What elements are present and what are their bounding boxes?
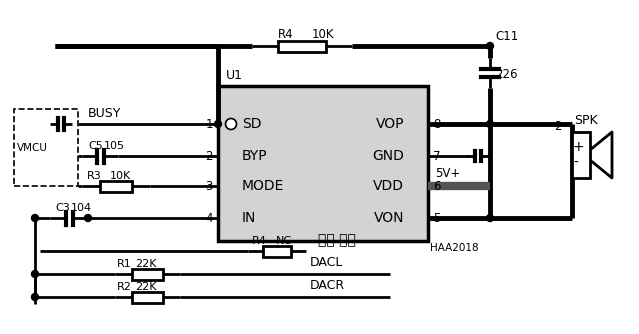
Circle shape <box>226 119 236 130</box>
Text: 10K: 10K <box>312 28 334 41</box>
Text: U1: U1 <box>226 69 243 82</box>
Text: 5V+: 5V+ <box>435 167 460 180</box>
Text: 226: 226 <box>495 67 518 80</box>
Text: VDD: VDD <box>373 179 404 193</box>
Text: 3: 3 <box>206 179 213 192</box>
Text: 7: 7 <box>433 150 440 163</box>
Circle shape <box>486 121 493 128</box>
Circle shape <box>486 42 493 49</box>
Text: 105: 105 <box>104 141 125 151</box>
Text: R4: R4 <box>252 236 267 246</box>
Text: BUSY: BUSY <box>88 107 121 120</box>
Text: 2: 2 <box>206 150 213 163</box>
Text: 2: 2 <box>555 120 562 133</box>
Text: VOP: VOP <box>376 117 404 131</box>
Text: DACR: DACR <box>310 279 345 292</box>
Bar <box>100 180 132 191</box>
Text: 4: 4 <box>206 211 213 224</box>
Bar <box>132 292 163 303</box>
Bar <box>14 109 78 186</box>
Text: DACL: DACL <box>310 256 343 269</box>
Text: GND: GND <box>372 149 404 163</box>
Text: 8: 8 <box>433 118 440 131</box>
Text: +: + <box>573 140 585 154</box>
Bar <box>132 269 163 280</box>
Text: 预留 不贴: 预留 不贴 <box>318 233 356 247</box>
Bar <box>218 86 428 241</box>
Bar <box>572 132 590 178</box>
Circle shape <box>486 214 493 221</box>
Bar <box>278 40 326 51</box>
Text: C5: C5 <box>88 141 103 151</box>
Circle shape <box>31 214 38 221</box>
Bar <box>263 245 291 257</box>
Text: IN: IN <box>242 211 256 225</box>
Text: NC: NC <box>276 236 292 246</box>
Text: SD: SD <box>242 117 261 131</box>
Text: 10K: 10K <box>110 171 131 181</box>
Text: MODE: MODE <box>242 179 284 193</box>
Text: BYP: BYP <box>242 149 268 163</box>
Text: 104: 104 <box>71 203 92 213</box>
Text: 22K: 22K <box>135 282 157 292</box>
Text: C3: C3 <box>55 203 70 213</box>
Circle shape <box>84 214 91 221</box>
Circle shape <box>215 121 222 128</box>
Text: R3: R3 <box>87 171 102 181</box>
Text: 1: 1 <box>206 118 213 131</box>
Text: -: - <box>573 156 578 170</box>
Text: C11: C11 <box>495 30 518 43</box>
Text: VMCU: VMCU <box>17 143 48 153</box>
Text: 22K: 22K <box>135 259 157 269</box>
Text: R4: R4 <box>278 28 294 41</box>
Text: VON: VON <box>374 211 404 225</box>
Text: SPK: SPK <box>574 114 597 127</box>
Text: R1: R1 <box>117 259 132 269</box>
Text: 5: 5 <box>433 211 440 224</box>
Text: HAA2018: HAA2018 <box>430 243 479 253</box>
Text: R2: R2 <box>117 282 132 292</box>
Circle shape <box>31 271 38 278</box>
Text: 6: 6 <box>433 179 440 192</box>
Circle shape <box>31 294 38 301</box>
